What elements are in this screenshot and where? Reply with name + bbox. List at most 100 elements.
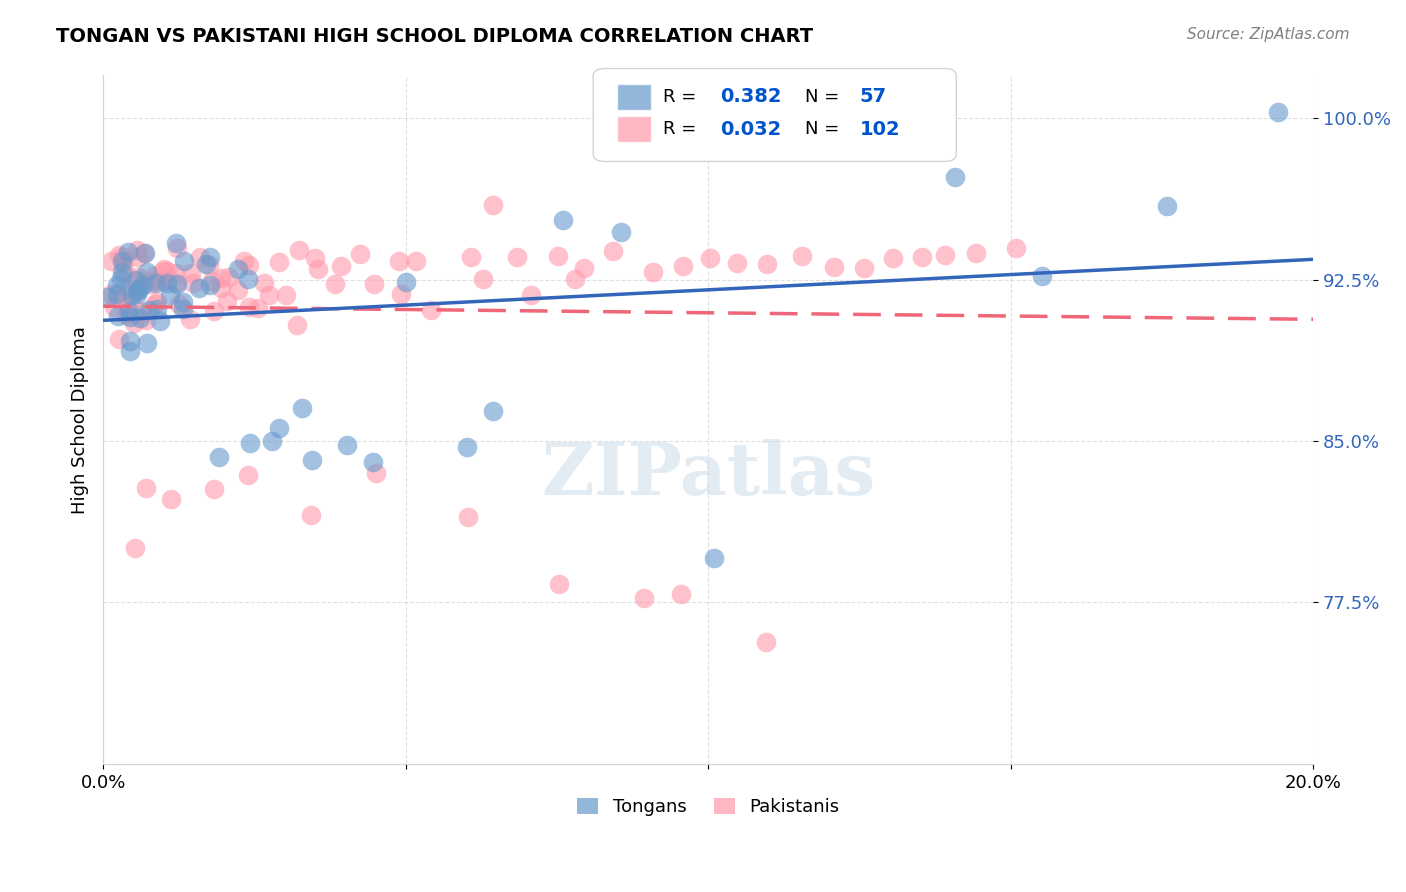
Point [198, 250, 221, 264]
FancyBboxPatch shape [617, 116, 651, 142]
Point [172, 294, 194, 309]
Point [943, 169, 966, 184]
Point [790, 249, 813, 263]
Point [209, 270, 232, 285]
Point [105, 287, 128, 301]
Point [262, 434, 284, 448]
Text: N =: N = [806, 87, 845, 106]
Point [111, 253, 134, 268]
Point [247, 301, 270, 315]
Point [198, 258, 221, 272]
Point [152, 261, 174, 276]
Point [482, 198, 505, 212]
Point [127, 269, 149, 284]
Point [349, 247, 371, 261]
FancyBboxPatch shape [617, 84, 651, 110]
Point [180, 266, 202, 280]
Point [100, 287, 122, 301]
Point [218, 269, 240, 284]
Point [127, 250, 149, 264]
Point [547, 577, 569, 591]
Point [208, 450, 231, 464]
Point [395, 275, 418, 289]
Point [471, 272, 494, 286]
Point [547, 249, 569, 263]
Point [405, 254, 427, 268]
Point [173, 253, 195, 268]
Point [132, 277, 155, 292]
Point [202, 303, 225, 318]
Point [181, 276, 204, 290]
Point [103, 300, 125, 314]
Point [388, 253, 411, 268]
Point [257, 288, 280, 302]
Point [299, 508, 322, 522]
Point [755, 257, 778, 271]
Point [146, 302, 169, 317]
Point [672, 260, 695, 274]
Y-axis label: High School Diploma: High School Diploma [72, 326, 89, 514]
Point [165, 267, 187, 281]
Point [115, 296, 138, 310]
Point [288, 244, 311, 258]
Point [112, 262, 135, 277]
Point [669, 587, 692, 601]
Point [456, 440, 478, 454]
Point [602, 244, 624, 259]
Point [159, 287, 181, 301]
Point [111, 250, 134, 264]
Point [143, 297, 166, 311]
Point [633, 591, 655, 606]
Point [124, 541, 146, 556]
Point [267, 421, 290, 435]
Point [122, 316, 145, 330]
Point [389, 287, 412, 301]
Point [457, 510, 479, 524]
Point [725, 256, 748, 270]
Point [128, 311, 150, 326]
Point [117, 304, 139, 318]
Point [135, 335, 157, 350]
Point [505, 250, 527, 264]
Point [118, 343, 141, 358]
Point [291, 401, 314, 416]
Point [323, 277, 346, 292]
Point [269, 255, 291, 269]
Point [111, 257, 134, 271]
Point [188, 250, 211, 264]
Point [117, 288, 139, 302]
Point [165, 235, 187, 250]
Point [754, 634, 776, 648]
Point [117, 244, 139, 259]
Point [132, 304, 155, 318]
Point [965, 246, 987, 260]
Point [179, 312, 201, 326]
Point [361, 455, 384, 469]
Point [110, 272, 132, 286]
Point [153, 273, 176, 287]
Point [307, 262, 329, 277]
Point [215, 294, 238, 309]
Text: ZIPatlas: ZIPatlas [541, 439, 876, 510]
Point [304, 251, 326, 265]
Point [132, 246, 155, 260]
Point [198, 277, 221, 292]
Point [134, 246, 156, 260]
Text: TONGAN VS PAKISTANI HIGH SCHOOL DIPLOMA CORRELATION CHART: TONGAN VS PAKISTANI HIGH SCHOOL DIPLOMA … [56, 27, 813, 45]
Point [239, 435, 262, 450]
Point [118, 334, 141, 349]
Point [107, 309, 129, 323]
Point [114, 281, 136, 295]
Point [115, 308, 138, 322]
Point [1156, 199, 1178, 213]
Point [209, 281, 232, 295]
Point [135, 312, 157, 326]
Point [236, 272, 259, 286]
Point [853, 260, 876, 275]
Point [364, 466, 387, 480]
Point [128, 282, 150, 296]
Point [125, 273, 148, 287]
Point [1004, 241, 1026, 255]
Point [100, 254, 122, 268]
Point [911, 251, 934, 265]
